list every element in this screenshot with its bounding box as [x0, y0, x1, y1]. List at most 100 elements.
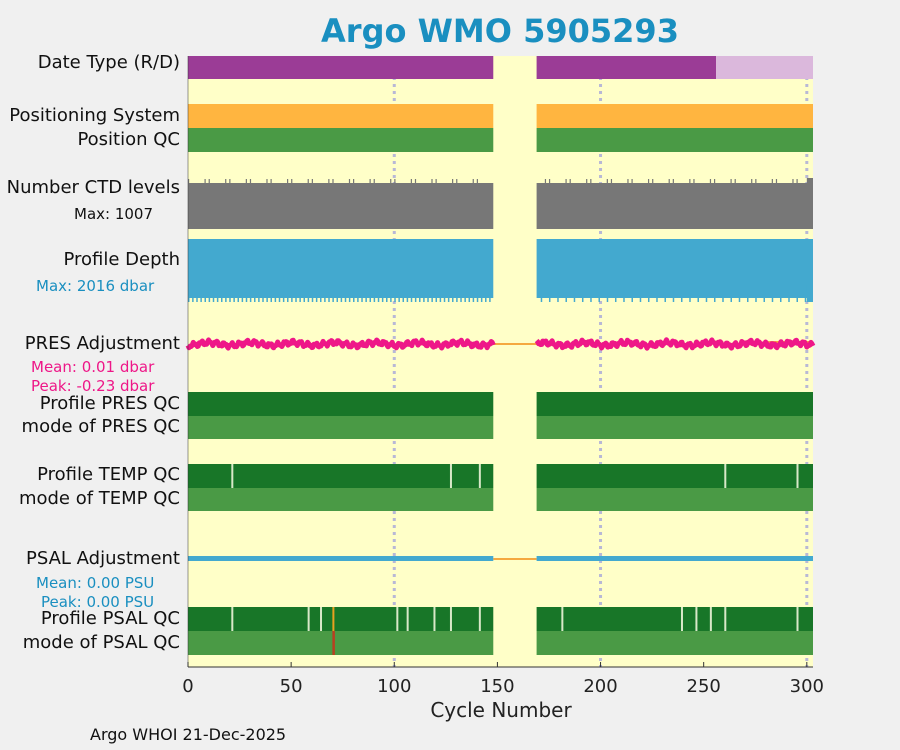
- ctd-level-spike: [647, 179, 650, 183]
- psal-qc-mark: [478, 607, 481, 631]
- positioning-system-bar: [536, 104, 813, 128]
- psal-qc-mark: [406, 607, 409, 631]
- profile-depth-spike: [229, 298, 231, 302]
- ctd-level-spike: [208, 179, 210, 183]
- ctd-level-spike: [188, 179, 190, 183]
- ctd-level-spike: [410, 179, 412, 183]
- profile-depth-spike: [565, 298, 567, 302]
- mode-psal-qc-bar: [188, 631, 494, 655]
- profile-depth-spike: [315, 298, 318, 302]
- x-tick-label: 100: [377, 676, 412, 697]
- profile-depth-spike: [656, 298, 658, 302]
- profile-depth-spike: [258, 298, 260, 302]
- psal-qc-mark: [320, 607, 323, 631]
- depth-max: Max: 2016 dbar: [36, 277, 155, 295]
- profile-depth-spike: [336, 298, 339, 302]
- label-mode-psal-qc: mode of PSAL QC: [22, 632, 180, 653]
- ctd-level-spike: [452, 179, 454, 183]
- profile-depth-spike: [381, 298, 384, 302]
- psal-qc-mark: [709, 607, 712, 631]
- temp-qc-mark: [724, 464, 727, 488]
- ctd-level-spike: [414, 179, 417, 183]
- profile-depth-spike: [344, 298, 347, 302]
- ctd-level-spike: [631, 179, 633, 183]
- profile-depth-spike: [369, 298, 372, 302]
- psal-qc-flag-mark: [332, 607, 335, 631]
- profile-depth-spike: [472, 298, 475, 302]
- label-position-qc: Position QC: [77, 129, 180, 150]
- ctd-level-spike: [792, 179, 794, 183]
- psal-qc-mark: [796, 607, 799, 631]
- mode-pres-qc-bar: [188, 416, 494, 439]
- ctd-level-spike: [606, 179, 608, 183]
- profile-depth-spike: [328, 298, 330, 302]
- ctd-level-spike: [369, 179, 371, 183]
- ctd-level-spike: [245, 179, 247, 183]
- profile-depth-spike: [443, 298, 446, 302]
- profile-depth-spike: [590, 298, 592, 302]
- x-tick-label: 50: [279, 676, 303, 697]
- profile-depth-spike: [221, 298, 223, 302]
- profile-depth-spike: [295, 298, 297, 302]
- profile-depth-spike: [606, 298, 609, 302]
- chart-title: Argo WMO 5905293: [321, 12, 679, 50]
- profile-depth-spike: [291, 298, 293, 302]
- profile-depth-spike: [771, 298, 774, 302]
- profile-depth-spike: [365, 298, 367, 302]
- ctd-level-spike: [353, 179, 355, 183]
- ctd-level-spike: [204, 179, 206, 183]
- profile-depth-spike: [548, 298, 551, 302]
- profile-depth-spike: [664, 298, 666, 302]
- psal-qc-mark: [396, 607, 399, 631]
- pres-mean: Mean: 0.01 dbar: [31, 358, 155, 376]
- ctd-level-spike: [435, 179, 437, 183]
- ctd-level-spike: [307, 179, 309, 183]
- label-psal-adjustment: PSAL Adjustment: [25, 548, 180, 569]
- ctd-level-spike: [672, 179, 674, 183]
- psal-qc-mark: [449, 607, 452, 631]
- profile-depth-spike: [788, 298, 790, 302]
- label-profile-psal-qc: Profile PSAL QC: [40, 608, 180, 629]
- label-positioning-system: Positioning System: [9, 105, 180, 126]
- profile-depth-spike: [402, 298, 405, 302]
- profile-depth-spike: [746, 298, 749, 302]
- profile-depth-spike: [598, 298, 600, 302]
- psal-mean: Mean: 0.00 PSU: [36, 574, 155, 592]
- mode-temp-qc-bar: [188, 488, 494, 511]
- ctd-level-spike: [709, 179, 712, 183]
- ctd-level-spike: [569, 179, 571, 183]
- profile-depth-spike: [262, 298, 264, 302]
- profile-depth-spike: [332, 298, 334, 302]
- x-tick-label: 0: [182, 676, 194, 697]
- ctd-level-spike: [652, 179, 654, 183]
- ctd-level-spike: [311, 179, 313, 183]
- profile-depth-spike: [456, 298, 458, 302]
- ctd-level-spike: [590, 179, 592, 183]
- ctd-level-spike: [332, 179, 334, 183]
- temp-qc-mark: [478, 464, 481, 488]
- ctd-level-spike: [270, 179, 272, 183]
- profile-depth-spike: [485, 298, 487, 302]
- x-tick-label: 150: [480, 676, 515, 697]
- ctd-level-spike: [472, 179, 474, 183]
- profile-depth-spike: [237, 298, 240, 302]
- ctd-level-spike: [348, 179, 351, 183]
- profile-depth-spike: [245, 298, 248, 302]
- profile-depth-spike: [287, 298, 289, 302]
- profile-depth-spike: [357, 298, 359, 302]
- psal-qc-mark: [680, 607, 683, 631]
- ctd-level-spike: [771, 179, 773, 183]
- label-date-type: Date Type (R/D): [37, 52, 180, 73]
- profile-depth-spike: [216, 298, 219, 302]
- temp-qc-mark: [449, 464, 452, 488]
- psal-peak: Peak: 0.00 PSU: [41, 593, 155, 611]
- profile-depth-spike: [414, 298, 417, 302]
- label-profile-temp-qc: Profile TEMP QC: [37, 464, 180, 485]
- x-tick-label: 200: [583, 676, 618, 697]
- profile-depth-spike: [689, 298, 691, 302]
- ctd-level-spike: [734, 179, 736, 183]
- profile-depth-spike: [672, 298, 675, 302]
- profile-depth-spike: [480, 298, 483, 302]
- x-tick-label: 250: [686, 676, 721, 697]
- profile-depth-spike: [647, 298, 650, 302]
